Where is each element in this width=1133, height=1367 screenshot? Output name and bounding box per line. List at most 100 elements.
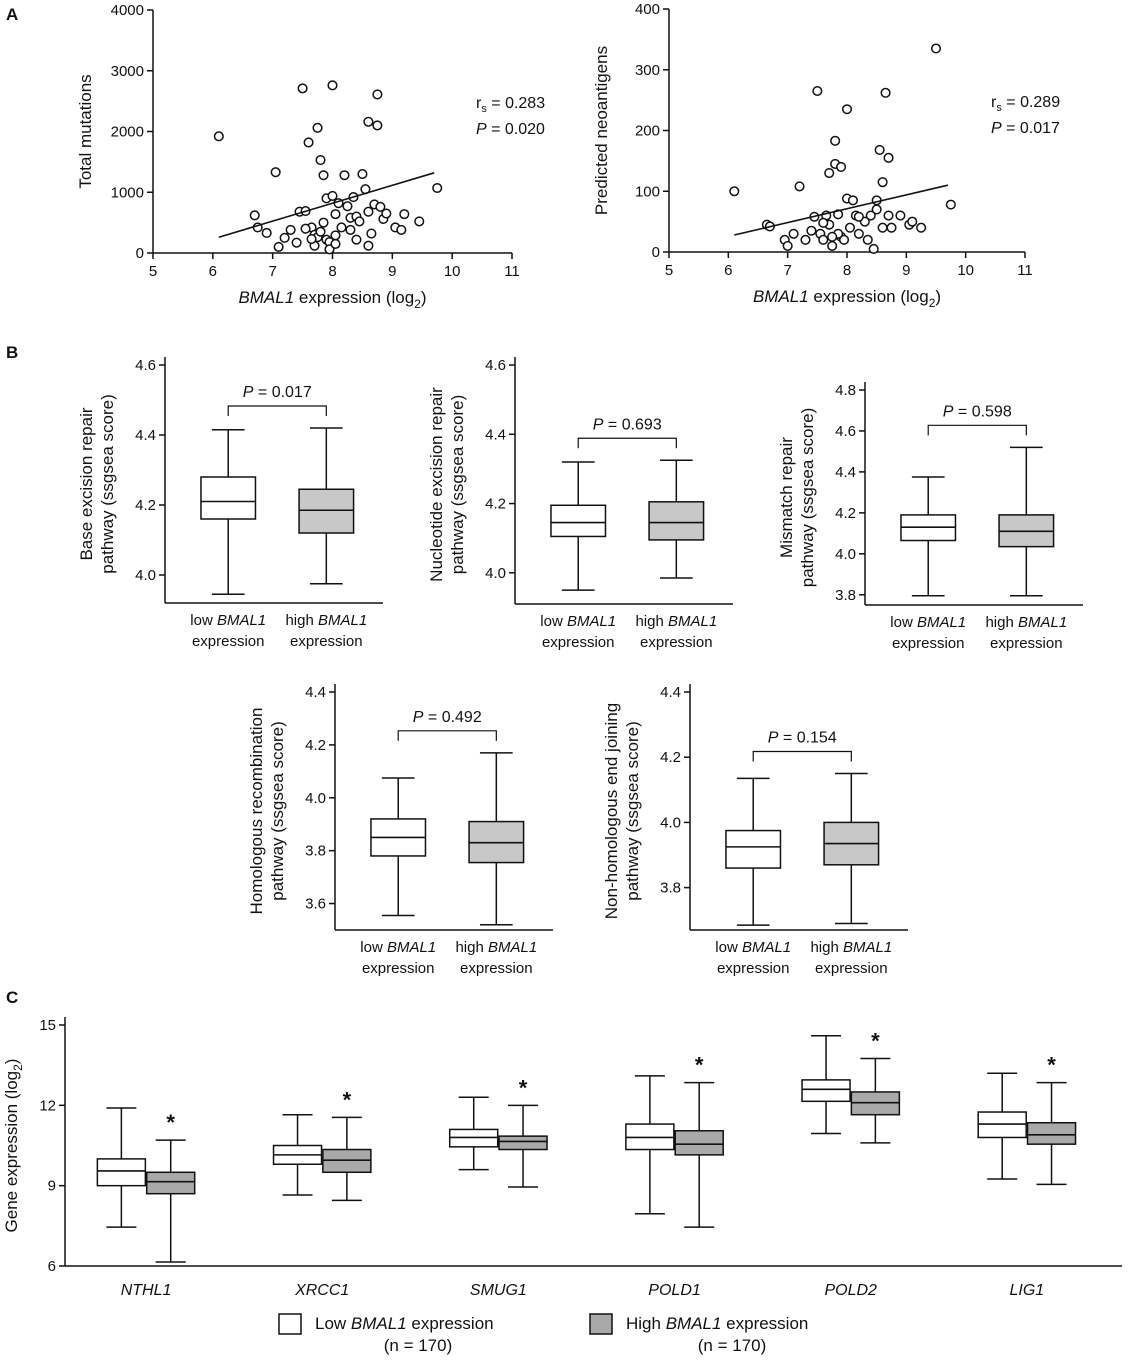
group-label-gene: BMAL1 [318, 612, 367, 629]
scatter-point [432, 182, 443, 194]
x-label-text: expression (log [294, 288, 414, 307]
box-low [448, 1096, 499, 1171]
gene-label: NTHL1 [121, 1282, 172, 1299]
scatter-point [327, 190, 338, 201]
scatter-point [330, 209, 341, 220]
chart-box_genes: 6 9 12 15 * NTHL1 * XRCC1 * SMUG1 * POLD1 * POLD2 * LIG… [2, 1017, 1122, 1299]
group-label-prefix: low [715, 939, 742, 956]
scatter-point [930, 43, 942, 54]
scatter-point [838, 234, 850, 245]
x-tick-label: 9 [902, 262, 910, 279]
group-label-line1: low BMAL1 [540, 613, 616, 630]
scatter-point [339, 170, 350, 181]
scatter-point [841, 104, 853, 115]
gene-group-pold2: * POLD2 [801, 1028, 901, 1299]
significance-star: * [166, 1110, 175, 1135]
scatter-point [285, 224, 296, 235]
group-label-line2: expression [892, 635, 965, 652]
box-low [370, 777, 427, 917]
scatter-point [342, 201, 353, 212]
group-label-line1: low BMAL1 [890, 614, 966, 631]
group-label-line2: expression [362, 960, 435, 977]
x-axis-label: BMAL1 expression (log2) [753, 287, 941, 310]
stat-p: P = 0.017 [991, 120, 1060, 137]
y-axis-label-line2: pathway (ssgsea score) [268, 721, 287, 901]
box-low [550, 461, 607, 591]
iqr-box [801, 1079, 851, 1103]
scatter-point [303, 137, 314, 148]
scatter-point [249, 210, 260, 221]
x-tick-label: 5 [149, 263, 157, 280]
y-tick-label: 4.8 [835, 382, 856, 399]
box-low [625, 1075, 675, 1215]
group-label-line2: expression [192, 633, 265, 650]
group-label-prefix: low [540, 613, 567, 630]
group-label-prefix: high [635, 613, 668, 630]
legend-item-high: High BMAL1 expression (n = 170) [589, 1313, 808, 1355]
scatter-point [853, 228, 864, 239]
iqr-box [298, 488, 355, 534]
y-axis-label-line2: pathway (ssgsea score) [448, 395, 467, 575]
group-label-prefix: low [360, 939, 387, 956]
y-tick-label: 4.0 [305, 790, 326, 807]
group-label-line1: high BMAL1 [455, 939, 537, 956]
y-axis-label: Total mutations [76, 74, 95, 188]
group-label-prefix: high [455, 939, 488, 956]
scatter-point [279, 232, 290, 243]
y-tick-label: 200 [635, 123, 660, 140]
y-tick-label: 4.0 [835, 546, 856, 563]
legend-count: (n = 170) [384, 1336, 453, 1355]
group-label-gene: BMAL1 [668, 613, 717, 630]
y-axis-label-line2: pathway (ssgsea score) [798, 408, 817, 588]
p-value-label: P = 0.693 [593, 416, 662, 433]
gene-label: LIG1 [1010, 1282, 1045, 1299]
p-value: = 0.492 [423, 709, 481, 726]
chart-scatter_mutations: 0 1000 2000 3000 4000 5 6 7 8 9 10 11 BMAL1 expressi… [76, 2, 545, 311]
group-label-gene: BMAL1 [1018, 614, 1067, 631]
p-value: = 0.598 [953, 403, 1011, 420]
significance-star: * [343, 1087, 352, 1112]
stat-p-value: = 0.017 [1002, 120, 1060, 137]
x-tick-label: 8 [328, 263, 336, 280]
scatter-point [818, 217, 829, 228]
group-label-line2: expression [815, 960, 888, 977]
scatter-point [300, 223, 311, 234]
group-label-gene: BMAL1 [387, 939, 436, 956]
legend-label-gene: BMAL1 [666, 1314, 722, 1333]
stat-r: r [991, 94, 997, 111]
group-label-prefix: high [810, 939, 843, 956]
gene-label: POLD2 [824, 1282, 877, 1299]
group-label-gene: BMAL1 [567, 613, 616, 630]
p-value-label: P = 0.017 [243, 384, 312, 401]
box-high [498, 1104, 548, 1188]
y-axis-label: Gene expression (log2) [2, 1059, 25, 1233]
scatter-point [375, 201, 386, 212]
y-tick-label: 300 [635, 62, 660, 79]
scatter-point [824, 167, 835, 179]
group-label-prefix: high [985, 614, 1018, 631]
scatter-point [330, 238, 341, 249]
scatter-point [916, 222, 927, 233]
iqr-box [674, 1130, 724, 1156]
legend-label: High BMAL1 expression [626, 1314, 808, 1333]
chart-box_ner: 4.0 4.2 4.4 4.6 low BMAL1 expression high BMAL… [427, 357, 733, 651]
box-low [900, 476, 957, 597]
scatter-point [345, 224, 356, 235]
iqr-box [96, 1158, 147, 1187]
iqr-box [200, 476, 257, 520]
x-tick-label: 10 [957, 262, 974, 279]
scatter-point [868, 243, 879, 255]
y-tick-label: 2000 [111, 124, 144, 141]
y-tick-label: 100 [635, 183, 660, 200]
scatter-point [874, 144, 885, 155]
scatter-point [330, 230, 341, 241]
chart-box_hr: 3.6 3.8 4.0 4.2 4.4 low BMAL1 expression high B… [247, 684, 553, 977]
y-tick-label: 4.4 [135, 427, 156, 444]
scatter-point [895, 210, 906, 221]
stat-p-value: = 0.020 [487, 121, 545, 138]
y-tick-label: 1000 [111, 184, 144, 201]
scatter-point [844, 222, 856, 233]
stat-r: r [476, 95, 482, 112]
box-low [977, 1072, 1027, 1180]
panel-label-b: B [6, 343, 18, 362]
